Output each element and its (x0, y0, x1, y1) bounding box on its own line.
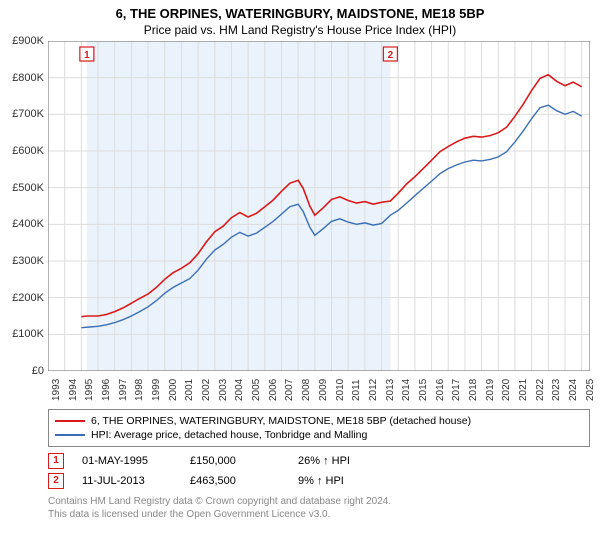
x-tick-label: 2018 (468, 379, 479, 401)
y-tick-label: £100K (2, 328, 44, 340)
marker-price: £150,000 (190, 455, 280, 467)
y-tick-label: £700K (2, 108, 44, 120)
x-tick-label: 2019 (485, 379, 496, 401)
svg-text:2: 2 (388, 50, 394, 61)
x-tick-label: 1997 (118, 379, 129, 401)
marker-date: 11-JUL-2013 (82, 475, 172, 487)
legend-swatch (55, 420, 85, 422)
x-tick-label: 1999 (151, 379, 162, 401)
x-tick-label: 1995 (84, 379, 95, 401)
y-tick-label: £300K (2, 255, 44, 267)
legend-label: HPI: Average price, detached house, Tonb… (91, 429, 367, 441)
chart-subtitle: Price paid vs. HM Land Registry's House … (0, 21, 600, 41)
x-tick-label: 1993 (51, 379, 62, 401)
marker-delta: 9% ↑ HPI (298, 475, 388, 487)
y-tick-label: £800K (2, 72, 44, 84)
y-tick-label: £500K (2, 182, 44, 194)
marker-delta: 26% ↑ HPI (298, 455, 388, 467)
x-tick-label: 2020 (501, 379, 512, 401)
x-axis-labels: 1993 1994 1995 1996 1997 1998 1999 2000 2001 2002… (48, 371, 590, 405)
marker-price: £463,500 (190, 475, 280, 487)
x-tick-label: 2007 (284, 379, 295, 401)
attribution: Contains HM Land Registry data © Crown c… (48, 495, 590, 521)
y-tick-label: £400K (2, 218, 44, 230)
x-tick-label: 1998 (134, 379, 145, 401)
x-tick-label: 2008 (301, 379, 312, 401)
x-tick-label: 2015 (418, 379, 429, 401)
chart-plot-area: £0£100K£200K£300K£400K£500K£600K£700K£80… (48, 41, 590, 371)
attribution-line: Contains HM Land Registry data © Crown c… (48, 495, 590, 508)
marker-row: 2 11-JUL-2013 £463,500 9% ↑ HPI (48, 471, 590, 491)
x-tick-label: 2016 (435, 379, 446, 401)
x-tick-label: 2009 (318, 379, 329, 401)
x-tick-label: 2023 (551, 379, 562, 401)
x-tick-label: 1994 (68, 379, 79, 401)
x-tick-label: 2006 (268, 379, 279, 401)
x-tick-label: 2022 (535, 379, 546, 401)
marker-row: 1 01-MAY-1995 £150,000 26% ↑ HPI (48, 451, 590, 471)
x-tick-label: 2002 (201, 379, 212, 401)
x-tick-label: 2005 (251, 379, 262, 401)
legend: 6, THE ORPINES, WATERINGBURY, MAIDSTONE,… (48, 409, 590, 447)
marker-date: 01-MAY-1995 (82, 455, 172, 467)
markers-table: 1 01-MAY-1995 £150,000 26% ↑ HPI 2 11-JUL-201… (48, 451, 590, 491)
chart-container: 6, THE ORPINES, WATERINGBURY, MAIDSTONE,… (0, 0, 600, 560)
y-tick-label: £200K (2, 292, 44, 304)
x-tick-label: 2000 (168, 379, 179, 401)
legend-swatch (55, 434, 85, 436)
x-tick-label: 2010 (335, 379, 346, 401)
x-tick-label: 2024 (568, 379, 579, 401)
x-tick-label: 2014 (401, 379, 412, 401)
marker-number-box: 2 (48, 473, 64, 489)
x-tick-label: 2025 (585, 379, 596, 401)
svg-text:1: 1 (84, 50, 90, 61)
x-tick-label: 2017 (451, 379, 462, 401)
legend-row-hpi: HPI: Average price, detached house, Tonb… (55, 428, 583, 442)
x-tick-label: 2011 (351, 379, 362, 401)
x-tick-label: 2021 (518, 379, 529, 401)
chart-svg: 12 (48, 41, 590, 371)
x-tick-label: 2013 (385, 379, 396, 401)
x-tick-label: 1996 (101, 379, 112, 401)
chart-title: 6, THE ORPINES, WATERINGBURY, MAIDSTONE,… (0, 0, 600, 21)
x-tick-label: 2004 (234, 379, 245, 401)
y-tick-label: £900K (2, 35, 44, 47)
legend-row-property: 6, THE ORPINES, WATERINGBURY, MAIDSTONE,… (55, 414, 583, 428)
legend-label: 6, THE ORPINES, WATERINGBURY, MAIDSTONE,… (91, 415, 471, 427)
x-tick-label: 2003 (218, 379, 229, 401)
attribution-line: This data is licensed under the Open Gov… (48, 508, 590, 521)
x-tick-label: 2012 (368, 379, 379, 401)
y-tick-label: £0 (2, 365, 44, 377)
marker-number-box: 1 (48, 453, 64, 469)
x-tick-label: 2001 (184, 379, 195, 401)
y-tick-label: £600K (2, 145, 44, 157)
y-axis-labels: £0£100K£200K£300K£400K£500K£600K£700K£80… (2, 41, 44, 371)
